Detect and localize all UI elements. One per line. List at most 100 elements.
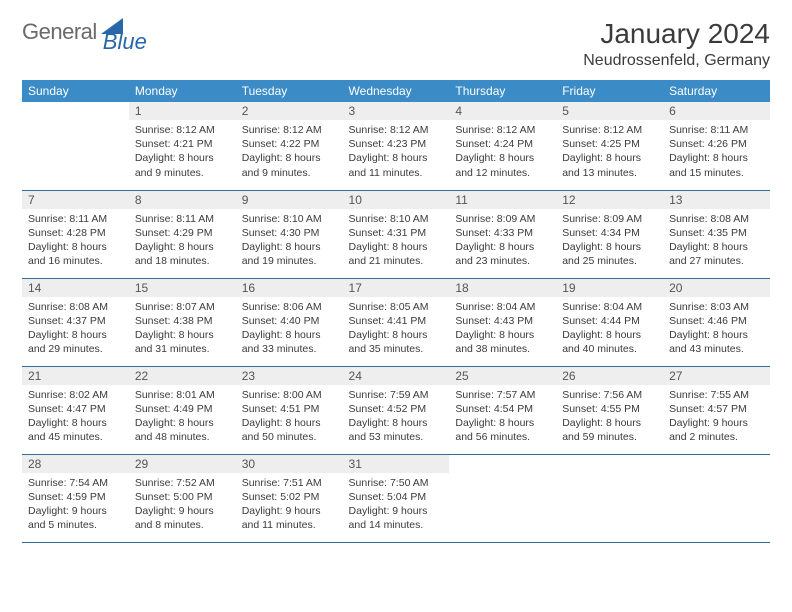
calendar-day-cell: 31Sunrise: 7:50 AMSunset: 5:04 PMDayligh… [343, 454, 450, 542]
calendar-week-row: 21Sunrise: 8:02 AMSunset: 4:47 PMDayligh… [22, 366, 770, 454]
day-number: 19 [556, 279, 663, 297]
calendar-day-cell: 6Sunrise: 8:11 AMSunset: 4:26 PMDaylight… [663, 102, 770, 190]
calendar-day-cell: 27Sunrise: 7:55 AMSunset: 4:57 PMDayligh… [663, 366, 770, 454]
calendar-table: SundayMondayTuesdayWednesdayThursdayFrid… [22, 80, 770, 543]
day-number: 17 [343, 279, 450, 297]
calendar-week-row: 1Sunrise: 8:12 AMSunset: 4:21 PMDaylight… [22, 102, 770, 190]
day-number: 8 [129, 191, 236, 209]
day-number: 6 [663, 102, 770, 120]
day-details: Sunrise: 8:09 AMSunset: 4:34 PMDaylight:… [556, 209, 663, 273]
day-number: 10 [343, 191, 450, 209]
brand-logo: General Blue [22, 18, 169, 45]
day-details: Sunrise: 8:11 AMSunset: 4:28 PMDaylight:… [22, 209, 129, 273]
weekday-header: Thursday [449, 80, 556, 102]
day-number: 1 [129, 102, 236, 120]
day-number: 11 [449, 191, 556, 209]
day-number: 13 [663, 191, 770, 209]
calendar-empty-cell [449, 454, 556, 542]
day-number: 14 [22, 279, 129, 297]
day-number: 23 [236, 367, 343, 385]
day-details: Sunrise: 8:08 AMSunset: 4:37 PMDaylight:… [22, 297, 129, 361]
title-block: January 2024 Neudrossenfeld, Germany [583, 18, 770, 70]
brand-word2: Blue [103, 29, 147, 55]
weekday-header: Monday [129, 80, 236, 102]
day-number: 9 [236, 191, 343, 209]
day-number: 24 [343, 367, 450, 385]
day-details: Sunrise: 7:51 AMSunset: 5:02 PMDaylight:… [236, 473, 343, 537]
day-number: 7 [22, 191, 129, 209]
calendar-day-cell: 12Sunrise: 8:09 AMSunset: 4:34 PMDayligh… [556, 190, 663, 278]
day-details: Sunrise: 8:12 AMSunset: 4:23 PMDaylight:… [343, 120, 450, 184]
day-details: Sunrise: 7:55 AMSunset: 4:57 PMDaylight:… [663, 385, 770, 449]
day-number: 15 [129, 279, 236, 297]
day-details: Sunrise: 7:52 AMSunset: 5:00 PMDaylight:… [129, 473, 236, 537]
calendar-week-row: 14Sunrise: 8:08 AMSunset: 4:37 PMDayligh… [22, 278, 770, 366]
day-number: 3 [343, 102, 450, 120]
calendar-day-cell: 1Sunrise: 8:12 AMSunset: 4:21 PMDaylight… [129, 102, 236, 190]
calendar-day-cell: 23Sunrise: 8:00 AMSunset: 4:51 PMDayligh… [236, 366, 343, 454]
day-number: 12 [556, 191, 663, 209]
calendar-day-cell: 4Sunrise: 8:12 AMSunset: 4:24 PMDaylight… [449, 102, 556, 190]
day-details: Sunrise: 7:50 AMSunset: 5:04 PMDaylight:… [343, 473, 450, 537]
calendar-day-cell: 13Sunrise: 8:08 AMSunset: 4:35 PMDayligh… [663, 190, 770, 278]
calendar-day-cell: 30Sunrise: 7:51 AMSunset: 5:02 PMDayligh… [236, 454, 343, 542]
day-details: Sunrise: 8:11 AMSunset: 4:26 PMDaylight:… [663, 120, 770, 184]
calendar-empty-cell [22, 102, 129, 190]
month-title: January 2024 [583, 18, 770, 50]
day-number: 18 [449, 279, 556, 297]
day-number: 25 [449, 367, 556, 385]
day-details: Sunrise: 8:09 AMSunset: 4:33 PMDaylight:… [449, 209, 556, 273]
calendar-day-cell: 10Sunrise: 8:10 AMSunset: 4:31 PMDayligh… [343, 190, 450, 278]
day-details: Sunrise: 8:07 AMSunset: 4:38 PMDaylight:… [129, 297, 236, 361]
calendar-day-cell: 17Sunrise: 8:05 AMSunset: 4:41 PMDayligh… [343, 278, 450, 366]
day-number: 5 [556, 102, 663, 120]
weekday-header: Friday [556, 80, 663, 102]
calendar-week-row: 28Sunrise: 7:54 AMSunset: 4:59 PMDayligh… [22, 454, 770, 542]
calendar-day-cell: 7Sunrise: 8:11 AMSunset: 4:28 PMDaylight… [22, 190, 129, 278]
calendar-empty-cell [663, 454, 770, 542]
day-details: Sunrise: 8:04 AMSunset: 4:43 PMDaylight:… [449, 297, 556, 361]
calendar-day-cell: 26Sunrise: 7:56 AMSunset: 4:55 PMDayligh… [556, 366, 663, 454]
weekday-header: Wednesday [343, 80, 450, 102]
day-details: Sunrise: 7:56 AMSunset: 4:55 PMDaylight:… [556, 385, 663, 449]
day-number: 31 [343, 455, 450, 473]
calendar-day-cell: 21Sunrise: 8:02 AMSunset: 4:47 PMDayligh… [22, 366, 129, 454]
calendar-day-cell: 11Sunrise: 8:09 AMSunset: 4:33 PMDayligh… [449, 190, 556, 278]
weekday-header: Sunday [22, 80, 129, 102]
location: Neudrossenfeld, Germany [583, 52, 770, 70]
weekday-header: Saturday [663, 80, 770, 102]
day-number: 20 [663, 279, 770, 297]
header: General Blue January 2024 Neudrossenfeld… [22, 18, 770, 70]
day-number: 28 [22, 455, 129, 473]
day-number: 22 [129, 367, 236, 385]
weekday-header-row: SundayMondayTuesdayWednesdayThursdayFrid… [22, 80, 770, 102]
day-details: Sunrise: 8:04 AMSunset: 4:44 PMDaylight:… [556, 297, 663, 361]
calendar-week-row: 7Sunrise: 8:11 AMSunset: 4:28 PMDaylight… [22, 190, 770, 278]
calendar-day-cell: 28Sunrise: 7:54 AMSunset: 4:59 PMDayligh… [22, 454, 129, 542]
day-number: 27 [663, 367, 770, 385]
calendar-empty-cell [556, 454, 663, 542]
calendar-day-cell: 9Sunrise: 8:10 AMSunset: 4:30 PMDaylight… [236, 190, 343, 278]
calendar-day-cell: 22Sunrise: 8:01 AMSunset: 4:49 PMDayligh… [129, 366, 236, 454]
day-number: 29 [129, 455, 236, 473]
calendar-day-cell: 20Sunrise: 8:03 AMSunset: 4:46 PMDayligh… [663, 278, 770, 366]
calendar-day-cell: 29Sunrise: 7:52 AMSunset: 5:00 PMDayligh… [129, 454, 236, 542]
day-details: Sunrise: 7:57 AMSunset: 4:54 PMDaylight:… [449, 385, 556, 449]
day-details: Sunrise: 8:12 AMSunset: 4:25 PMDaylight:… [556, 120, 663, 184]
calendar-day-cell: 19Sunrise: 8:04 AMSunset: 4:44 PMDayligh… [556, 278, 663, 366]
day-details: Sunrise: 8:03 AMSunset: 4:46 PMDaylight:… [663, 297, 770, 361]
calendar-body: 1Sunrise: 8:12 AMSunset: 4:21 PMDaylight… [22, 102, 770, 542]
day-details: Sunrise: 8:01 AMSunset: 4:49 PMDaylight:… [129, 385, 236, 449]
day-details: Sunrise: 8:10 AMSunset: 4:31 PMDaylight:… [343, 209, 450, 273]
calendar-day-cell: 24Sunrise: 7:59 AMSunset: 4:52 PMDayligh… [343, 366, 450, 454]
day-details: Sunrise: 7:54 AMSunset: 4:59 PMDaylight:… [22, 473, 129, 537]
calendar-day-cell: 2Sunrise: 8:12 AMSunset: 4:22 PMDaylight… [236, 102, 343, 190]
day-details: Sunrise: 8:00 AMSunset: 4:51 PMDaylight:… [236, 385, 343, 449]
day-details: Sunrise: 8:12 AMSunset: 4:24 PMDaylight:… [449, 120, 556, 184]
calendar-day-cell: 15Sunrise: 8:07 AMSunset: 4:38 PMDayligh… [129, 278, 236, 366]
day-number: 2 [236, 102, 343, 120]
day-details: Sunrise: 7:59 AMSunset: 4:52 PMDaylight:… [343, 385, 450, 449]
day-details: Sunrise: 8:06 AMSunset: 4:40 PMDaylight:… [236, 297, 343, 361]
calendar-day-cell: 3Sunrise: 8:12 AMSunset: 4:23 PMDaylight… [343, 102, 450, 190]
day-number: 4 [449, 102, 556, 120]
